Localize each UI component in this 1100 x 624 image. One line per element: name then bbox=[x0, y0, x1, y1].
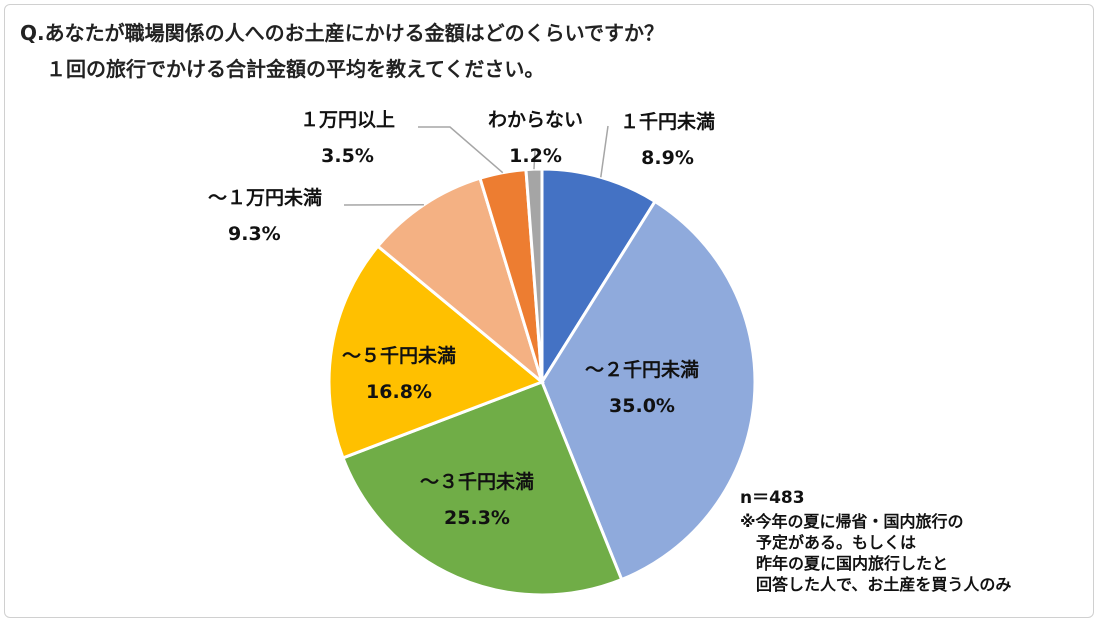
slice-value: 9.3% bbox=[228, 223, 281, 245]
slice-name: １千円未満 bbox=[620, 111, 716, 133]
pie-slice bbox=[375, 176, 545, 387]
slice-label-1000: １千円未満 8.9% bbox=[620, 110, 715, 170]
pie-slice bbox=[540, 199, 757, 582]
footnote: ※今年の夏に帰省・国内旅行の 予定がある。もしくは 昨年の夏に国内旅行したと 回… bbox=[740, 511, 1011, 595]
slice-value: 16.8% bbox=[366, 381, 432, 403]
slice-label-unknown: わからない 1.2% bbox=[488, 108, 583, 168]
sample-size: n＝483 bbox=[740, 488, 805, 508]
pie-slice bbox=[341, 380, 624, 597]
chart-subtitle: １回の旅行でかける合計金額の平均を教えてください。 bbox=[46, 57, 545, 81]
slice-name: ～１万円未満 bbox=[208, 187, 323, 209]
slice-label-5000: ～５千円未満 16.8% bbox=[342, 344, 456, 404]
leader-line bbox=[418, 126, 504, 174]
pie-slice bbox=[327, 244, 545, 460]
pie-slice bbox=[540, 167, 658, 388]
slice-label-2000: ～２千円未満 35.0% bbox=[585, 358, 699, 418]
leader-line bbox=[533, 149, 536, 170]
leader-line bbox=[600, 125, 609, 178]
slice-label-over10000: １万円以上 3.5% bbox=[300, 108, 395, 168]
footnote-line: 昨年の夏に国内旅行したと bbox=[740, 554, 949, 573]
slice-value: 3.5% bbox=[321, 145, 374, 167]
slice-name: ～３千円未満 bbox=[420, 471, 535, 493]
slice-name: わからない bbox=[488, 109, 584, 131]
chart-title: Q.あなたが職場関係の人へのお土産にかける金額はどのくらいですか？ bbox=[20, 21, 664, 45]
slice-value: 1.2% bbox=[509, 145, 562, 167]
slice-name: １万円以上 bbox=[300, 109, 396, 131]
slice-value: 35.0% bbox=[609, 395, 675, 417]
slice-label-10000: ～１万円未満 9.3% bbox=[208, 186, 322, 246]
slice-value: 8.9% bbox=[641, 147, 694, 169]
slice-name: ～５千円未満 bbox=[342, 345, 457, 367]
footnote-line: ※今年の夏に帰省・国内旅行の bbox=[740, 512, 964, 531]
slice-label-3000: ～３千円未満 25.3% bbox=[420, 470, 534, 530]
slice-value: 25.3% bbox=[444, 507, 510, 529]
footnote-line: 予定がある。もしくは bbox=[740, 533, 917, 552]
footnote-line: 回答した人で、お土産を買う人のみ bbox=[740, 575, 1012, 594]
slice-name: ～２千円未満 bbox=[585, 359, 700, 381]
